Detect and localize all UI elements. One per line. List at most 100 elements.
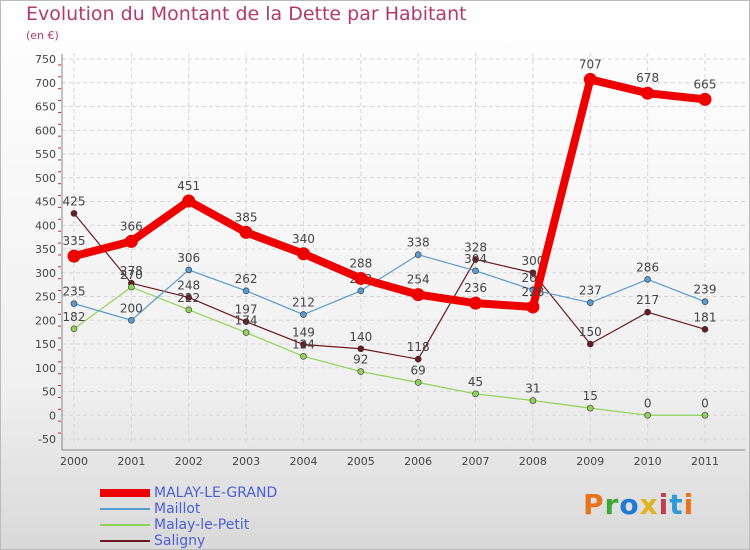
data-label-maillot: 304 xyxy=(464,252,487,266)
data-point-malay-le-petit xyxy=(185,306,193,314)
data-label-saligny: 425 xyxy=(63,194,86,208)
data-point-saligny xyxy=(357,345,365,353)
data-point-maillot xyxy=(242,287,250,295)
chart-title: Evolution du Montant de la Dette par Hab… xyxy=(26,3,467,25)
data-label-malay-le-grand: 665 xyxy=(694,77,717,91)
data-label-saligny: 181 xyxy=(694,310,717,324)
data-point-malay-le-petit xyxy=(529,397,537,404)
data-label-maillot: 239 xyxy=(694,283,717,297)
data-point-malay-le-petit xyxy=(586,404,594,412)
data-label-saligny: 140 xyxy=(349,330,372,344)
data-label-saligny: 300 xyxy=(521,254,544,268)
data-label-malay-le-petit: 222 xyxy=(177,291,200,305)
legend-swatch xyxy=(100,508,150,510)
data-label-maillot: 262 xyxy=(235,272,258,286)
legend-label: Saligny xyxy=(154,533,206,549)
legend-swatch xyxy=(100,489,150,497)
data-point-malay-le-grand xyxy=(182,194,196,208)
legend-label: Maillot xyxy=(154,501,201,517)
y-tick-label: 250 xyxy=(35,291,56,304)
data-label-saligny: 197 xyxy=(235,303,258,317)
data-point-malay-le-grand xyxy=(526,300,540,314)
data-point-malay-le-grand xyxy=(583,72,597,86)
x-tick-label: 2005 xyxy=(347,455,375,468)
x-tick-label: 2008 xyxy=(519,455,547,468)
data-label-malay-le-grand: 254 xyxy=(407,273,430,287)
data-point-saligny xyxy=(701,325,709,333)
data-label-malay-le-petit: 15 xyxy=(583,389,598,403)
data-label-maillot: 306 xyxy=(177,251,200,265)
data-point-saligny xyxy=(586,340,594,348)
data-point-malay-le-grand xyxy=(67,249,81,263)
data-label-malay-le-grand: 385 xyxy=(235,210,258,224)
series-line-maillot xyxy=(73,254,706,321)
data-point-malay-le-petit xyxy=(357,368,365,375)
y-tick-label: 550 xyxy=(35,148,56,161)
data-label-maillot: 338 xyxy=(407,236,430,250)
data-point-saligny xyxy=(185,294,193,301)
data-label-maillot: 237 xyxy=(579,284,602,298)
x-tick-label: 2010 xyxy=(634,455,662,468)
data-point-maillot xyxy=(70,300,78,307)
data-label-malay-le-petit: 270 xyxy=(120,268,143,282)
data-label-saligny: 278 xyxy=(120,264,143,278)
data-point-malay-le-grand xyxy=(296,247,310,261)
data-label-malay-le-petit: 174 xyxy=(235,314,258,328)
x-tick-label: 2000 xyxy=(60,455,88,468)
y-tick-label: 750 xyxy=(35,53,56,66)
y-tick-label: 300 xyxy=(35,267,56,280)
data-label-malay-le-grand: 451 xyxy=(177,179,200,193)
series-line-malay-le-petit xyxy=(73,286,706,416)
x-tick-label: 2006 xyxy=(404,455,432,468)
data-point-maillot xyxy=(128,316,135,324)
data-point-malay-le-petit xyxy=(300,353,307,360)
data-point-maillot xyxy=(357,287,365,295)
data-point-saligny xyxy=(242,318,250,325)
data-point-malay-le-petit xyxy=(242,329,250,336)
data-label-saligny: 217 xyxy=(636,293,659,307)
data-label-maillot: 212 xyxy=(292,296,315,310)
data-point-maillot xyxy=(300,311,307,318)
data-point-saligny xyxy=(644,308,651,316)
data-label-maillot: 235 xyxy=(63,285,86,299)
data-label-saligny: 150 xyxy=(579,325,602,339)
data-point-saligny xyxy=(472,256,479,263)
data-point-maillot xyxy=(701,298,709,306)
data-label-malay-le-grand: 678 xyxy=(636,71,659,85)
data-label-malay-le-grand: 288 xyxy=(349,256,372,270)
y-tick-label: 450 xyxy=(35,196,56,209)
y-tick-label: 600 xyxy=(35,124,56,137)
data-point-malay-le-grand xyxy=(354,271,368,285)
legend-item-malay-le-petit: Malay-le-Petit xyxy=(100,517,277,533)
x-tick-label: 2009 xyxy=(576,455,604,468)
data-point-maillot xyxy=(185,266,193,274)
data-label-malay-le-grand: 228 xyxy=(521,285,544,299)
data-label-malay-le-petit: 69 xyxy=(411,363,426,377)
data-point-malay-le-grand xyxy=(641,86,655,100)
data-label-malay-le-grand: 335 xyxy=(63,234,86,248)
y-tick-label: 400 xyxy=(35,219,56,232)
x-tick-label: 2001 xyxy=(117,455,145,468)
legend-label: MALAY-LE-GRAND xyxy=(154,485,278,501)
data-label-saligny: 248 xyxy=(177,278,200,292)
data-point-malay-le-grand xyxy=(469,296,483,310)
data-label-malay-le-petit: 0 xyxy=(701,396,709,410)
data-label-saligny: 328 xyxy=(464,240,487,254)
data-point-maillot xyxy=(644,276,651,283)
y-tick-label: 100 xyxy=(35,362,56,375)
data-point-malay-le-petit xyxy=(414,379,422,386)
data-point-maillot xyxy=(472,267,479,275)
y-tick-label: 50 xyxy=(42,386,56,399)
data-label-maillot: 200 xyxy=(120,301,143,315)
series-line-saligny xyxy=(73,212,706,360)
legend-swatch xyxy=(100,540,150,542)
y-tick-label: -50 xyxy=(38,433,56,446)
data-label-malay-le-petit: 92 xyxy=(353,353,368,367)
data-point-malay-le-petit xyxy=(128,283,135,291)
data-point-malay-le-grand xyxy=(239,225,253,239)
data-label-malay-le-grand: 366 xyxy=(120,219,143,233)
data-label-saligny: 149 xyxy=(292,325,315,339)
y-tick-label: 200 xyxy=(35,314,56,327)
data-label-malay-le-petit: 45 xyxy=(468,375,483,389)
